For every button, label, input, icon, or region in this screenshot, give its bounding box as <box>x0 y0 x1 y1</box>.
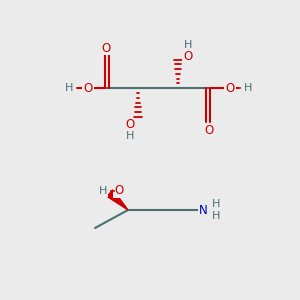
Text: N: N <box>199 203 207 217</box>
Text: O: O <box>225 82 235 94</box>
Text: O: O <box>101 41 111 55</box>
Text: H: H <box>212 211 220 221</box>
Text: H: H <box>99 186 107 196</box>
Text: O: O <box>183 50 193 64</box>
Polygon shape <box>107 190 128 210</box>
Text: H: H <box>65 83 73 93</box>
Text: H: H <box>184 40 192 50</box>
Text: O: O <box>204 124 214 136</box>
Text: H: H <box>212 199 220 209</box>
Text: O: O <box>114 184 124 197</box>
Text: O: O <box>125 118 135 131</box>
Text: O: O <box>83 82 93 94</box>
Text: H: H <box>126 131 134 141</box>
Text: H: H <box>244 83 252 93</box>
